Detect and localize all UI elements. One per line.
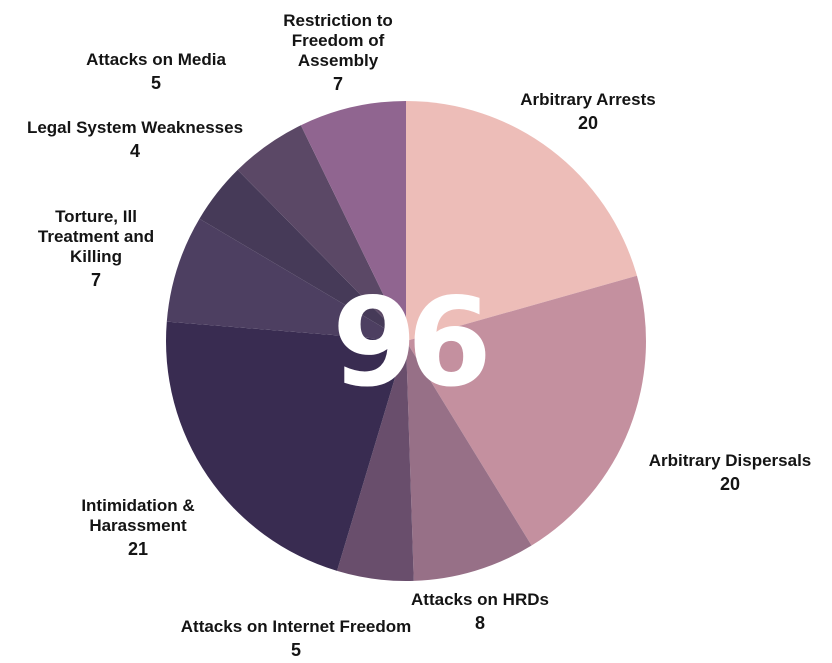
label-intimidation-harassment: Intimidation & Harassment 21 [48, 496, 228, 562]
pie-slice-intimidation-harassment [166, 321, 406, 571]
label-name: Attacks on HRDs [411, 590, 549, 609]
pie-slice-arbitrary-dispersals [406, 275, 646, 546]
pie-slice-restriction-to-freedom-of-assembly [300, 101, 406, 341]
label-value: 4 [129, 141, 140, 161]
label-name: Attacks on Internet Freedom [180, 617, 412, 636]
pie-slice-legal-system-weaknesses [199, 169, 406, 341]
label-name: Restriction to Freedom of Assembly [283, 11, 393, 70]
pie-slice-attacks-on-hrds [406, 341, 532, 581]
label-name: Attacks on Media [86, 50, 226, 69]
label-restriction-freedom-of-assembly: Restriction to Freedom of Assembly 7 [262, 11, 414, 97]
label-value: 7 [90, 270, 101, 290]
label-value: 20 [577, 113, 599, 133]
label-value: 7 [332, 74, 343, 94]
label-legal-system-weaknesses: Legal System Weaknesses 4 [4, 118, 266, 164]
center-total: 96 [332, 272, 492, 414]
pie-slice-attacks-on-internet-freedom [337, 341, 414, 581]
label-name: Torture, Ill Treatment and Killing [37, 207, 155, 266]
label-name: Legal System Weaknesses [26, 118, 244, 137]
label-value: 20 [719, 474, 741, 494]
label-attacks-on-media: Attacks on Media 5 [56, 50, 256, 96]
label-value: 5 [150, 73, 161, 93]
label-name: Arbitrary Dispersals [648, 451, 812, 470]
pie-slice-attacks-on-media [237, 125, 406, 341]
label-attacks-on-hrds: Attacks on HRDs 8 [390, 590, 570, 636]
pie-slice-torture-ill-treatment-and-killing [166, 218, 406, 341]
label-arbitrary-arrests: Arbitrary Arrests 20 [478, 90, 698, 136]
label-name: Intimidation & Harassment [81, 496, 195, 535]
label-value: 21 [127, 539, 149, 559]
label-name: Arbitrary Arrests [520, 90, 656, 109]
label-value: 8 [474, 613, 485, 633]
label-attacks-on-internet-freedom: Attacks on Internet Freedom 5 [146, 617, 446, 663]
label-arbitrary-dispersals: Arbitrary Dispersals 20 [630, 451, 830, 497]
label-value: 5 [290, 640, 301, 660]
pie-slice-arbitrary-arrests [406, 101, 637, 341]
label-torture-ill-treatment-killing: Torture, Ill Treatment and Killing 7 [14, 207, 178, 293]
